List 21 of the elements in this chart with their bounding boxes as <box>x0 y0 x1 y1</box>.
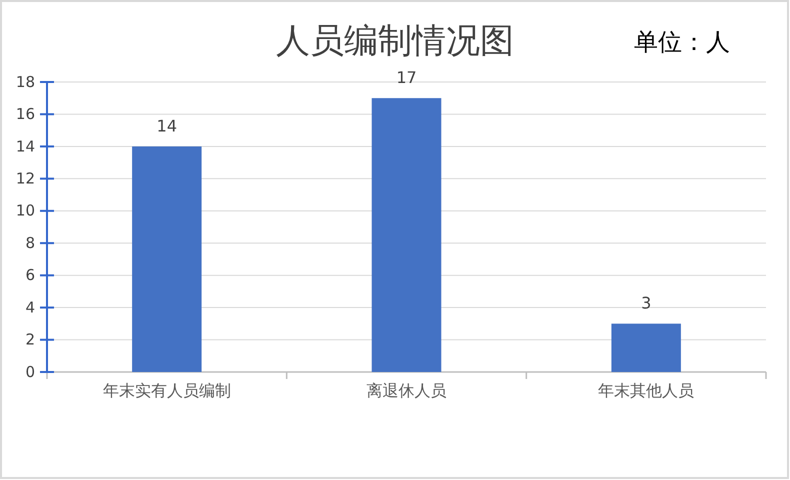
data-label: 3 <box>641 294 652 313</box>
data-label: 17 <box>396 68 417 88</box>
x-tick-label: 年末实有人员编制 <box>102 380 231 400</box>
y-tick-label: 0 <box>25 362 35 381</box>
y-tick-label: 10 <box>16 202 35 220</box>
text: 单位：人 <box>634 28 730 56</box>
bar <box>372 98 442 372</box>
bar <box>611 324 681 372</box>
y-tick-label: 2 <box>25 330 35 349</box>
data-label: 14 <box>156 116 178 136</box>
y-tick-label: 12 <box>16 169 35 188</box>
bar <box>132 146 202 372</box>
y-tick-label: 6 <box>25 266 35 284</box>
y-tick-label: 8 <box>25 234 35 252</box>
y-tick-label: 4 <box>25 298 35 316</box>
chart-title: 人员编制情况图 <box>276 21 514 61</box>
y-tick-label: 14 <box>16 137 35 156</box>
y-tick-label: 18 <box>16 72 35 91</box>
x-tick-label: 年末其他人员 <box>598 380 694 400</box>
y-tick-label: 16 <box>16 105 35 124</box>
x-tick-label: 离退休人员 <box>366 380 446 400</box>
